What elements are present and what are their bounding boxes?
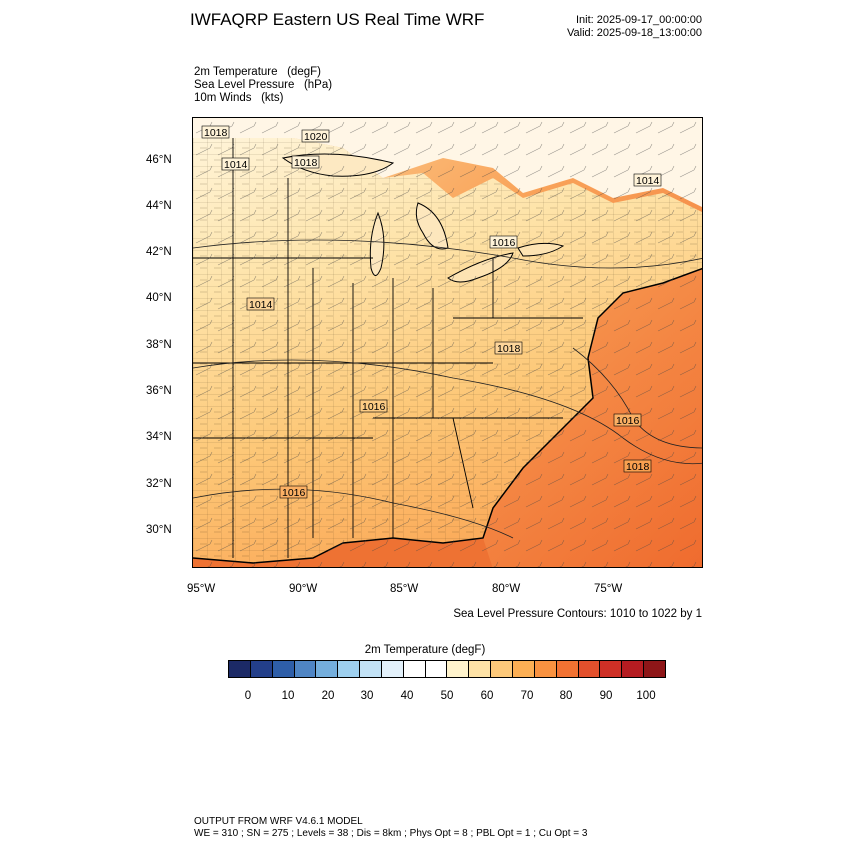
valid-time: Valid: 2025-09-18_13:00:00	[567, 27, 702, 39]
map-canvas: 1018 1020 1014 1018 1016 1014 1014 1018 …	[193, 118, 702, 567]
colorbar-cell	[294, 661, 317, 677]
colorbar-cell	[491, 661, 513, 677]
plot-title: IWFAQRP Eastern US Real Time WRF	[190, 10, 485, 29]
slp-labels: 1018 1020 1014 1018 1016 1014 1014 1018 …	[201, 125, 662, 499]
lat-label: 30°N	[146, 524, 172, 536]
colorbar	[228, 660, 666, 678]
colorbar-label: 50	[440, 690, 454, 702]
colorbar-label: 90	[599, 690, 613, 702]
colorbar-label: 20	[321, 690, 335, 702]
slp-label: 1016	[492, 237, 516, 249]
lat-label: 34°N	[146, 431, 172, 443]
colorbar-label: 10	[281, 690, 295, 702]
colorbar-cell	[447, 661, 470, 677]
footer-model: OUTPUT FROM WRF V4.6.1 MODEL	[194, 816, 363, 827]
colorbar-cell	[556, 661, 579, 677]
lat-label: 40°N	[146, 292, 172, 304]
weather-map: 1018 1020 1014 1018 1016 1014 1014 1018 …	[192, 117, 703, 568]
colorbar-cell	[578, 661, 601, 677]
colorbar-cell	[644, 661, 665, 677]
colorbar-label: 0	[244, 690, 252, 702]
lon-label: 95°W	[187, 583, 216, 595]
colorbar-cell	[338, 661, 361, 677]
colorbar-cell	[534, 661, 557, 677]
colorbar-cell	[360, 661, 382, 677]
lat-label: 32°N	[146, 478, 172, 490]
colorbar-cell	[250, 661, 273, 677]
colorbar-cell	[425, 661, 448, 677]
colorbar-title: 2m Temperature (degF)	[364, 644, 486, 656]
slp-label: 1014	[249, 299, 273, 311]
slp-label: 1016	[362, 401, 386, 413]
footer-config: WE = 310 ; SN = 275 ; Levels = 38 ; Dis …	[194, 828, 588, 839]
slp-label: 1020	[304, 131, 328, 143]
contour-note: Sea Level Pressure Contours: 1010 to 102…	[453, 608, 702, 620]
lat-label: 44°N	[146, 200, 172, 212]
colorbar-cell	[469, 661, 492, 677]
slp-label: 1018	[626, 461, 650, 473]
lon-label: 85°W	[390, 583, 419, 595]
slp-label: 1014	[224, 159, 248, 171]
slp-label: 1018	[204, 127, 228, 139]
slp-label: 1016	[282, 487, 306, 499]
colorbar-label: 30	[360, 690, 374, 702]
slp-label: 1016	[616, 415, 640, 427]
field-label-winds: 10m Winds (kts)	[194, 92, 284, 104]
slp-label: 1018	[294, 157, 318, 169]
colorbar-label: 60	[480, 690, 494, 702]
lon-label: 80°W	[492, 583, 521, 595]
colorbar-cell	[403, 661, 426, 677]
lat-label: 42°N	[146, 246, 172, 258]
slp-label: 1014	[636, 175, 660, 187]
slp-label: 1018	[497, 343, 521, 355]
lat-label: 36°N	[146, 385, 172, 397]
colorbar-label: 40	[400, 690, 414, 702]
colorbar-label: 100	[636, 690, 656, 702]
init-time: Init: 2025-09-17_00:00:00	[576, 14, 702, 26]
field-label-pressure: Sea Level Pressure (hPa)	[194, 79, 333, 91]
wind-barbs	[193, 118, 702, 567]
lat-label: 38°N	[146, 339, 172, 351]
colorbar-cell	[229, 661, 251, 677]
colorbar-cell	[316, 661, 339, 677]
colorbar-cell	[381, 661, 404, 677]
lat-label: 46°N	[146, 154, 172, 166]
lon-label: 90°W	[289, 583, 318, 595]
lon-label: 75°W	[594, 583, 623, 595]
colorbar-cell	[622, 661, 645, 677]
field-label-temperature: 2m Temperature (degF)	[194, 66, 321, 78]
colorbar-cell	[512, 661, 535, 677]
colorbar-label: 80	[559, 690, 573, 702]
colorbar-cell	[600, 661, 623, 677]
colorbar-label: 70	[520, 690, 534, 702]
colorbar-cell	[272, 661, 295, 677]
